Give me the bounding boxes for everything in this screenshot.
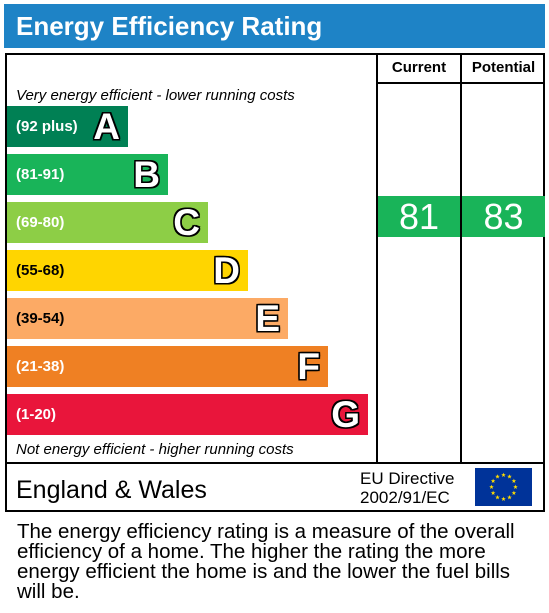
rating-chart-frame	[5, 53, 545, 512]
eu-star-icon	[507, 494, 512, 500]
eu-star-icon	[513, 484, 518, 489]
eu-star-icon	[501, 472, 506, 477]
band-a-letter: A	[93, 106, 120, 147]
potential-rating-marker: 83	[462, 196, 545, 237]
band-a-range: (92 plus)	[16, 118, 78, 135]
band-e-letter: E	[255, 298, 280, 339]
eu-star-icon	[495, 474, 500, 479]
band-g-range: (1-20)	[16, 406, 57, 423]
eu-star-icon	[507, 474, 512, 479]
band-c-range: (69-80)	[16, 214, 65, 231]
header-row-divider	[376, 82, 545, 84]
band-d-letter: D	[213, 250, 240, 291]
eu-star-icon	[511, 490, 517, 495]
eu-flag-icon	[475, 468, 532, 506]
band-d: (55-68) D	[7, 250, 248, 291]
potential-column-header: Potential	[471, 59, 536, 76]
current-column-header: Current	[391, 59, 447, 76]
current-rating-marker: 81	[378, 196, 460, 237]
current-column-divider	[376, 53, 378, 463]
band-f-range: (21-38)	[16, 358, 65, 375]
band-e-range: (39-54)	[16, 310, 65, 327]
eu-star-icon	[511, 478, 517, 483]
band-c: (69-80) C	[7, 202, 208, 243]
band-c-letter: C	[173, 202, 200, 243]
eu-star-icon	[490, 478, 496, 483]
eu-directive-line2: 2002/91/EC	[360, 488, 450, 507]
potential-column-divider	[460, 53, 462, 463]
band-g: (1-20) G	[7, 394, 368, 435]
eu-star-icon	[501, 496, 506, 501]
band-f: (21-38) F	[7, 346, 328, 387]
eu-directive-line1: EU Directive	[360, 469, 455, 488]
top-efficiency-note: Very energy efficient - lower running co…	[16, 87, 295, 104]
eu-star-icon	[495, 494, 500, 500]
eu-star-icon	[490, 490, 496, 495]
band-a: (92 plus) A	[7, 106, 128, 147]
bottom-efficiency-note: Not energy efficient - higher running co…	[16, 441, 294, 458]
region-label: England & Wales	[16, 476, 207, 504]
band-b-letter: B	[133, 154, 160, 195]
footer-row-divider	[5, 462, 545, 464]
band-g-letter: G	[331, 394, 360, 435]
band-f-letter: F	[297, 346, 320, 387]
page-title: Energy Efficiency Rating	[4, 4, 545, 48]
band-d-range: (55-68)	[16, 262, 65, 279]
eu-star-icon	[489, 484, 494, 489]
band-b-range: (81-91)	[16, 166, 65, 183]
band-e: (39-54) E	[7, 298, 288, 339]
band-b: (81-91) B	[7, 154, 168, 195]
rating-description: The energy efficiency rating is a measur…	[17, 520, 515, 603]
